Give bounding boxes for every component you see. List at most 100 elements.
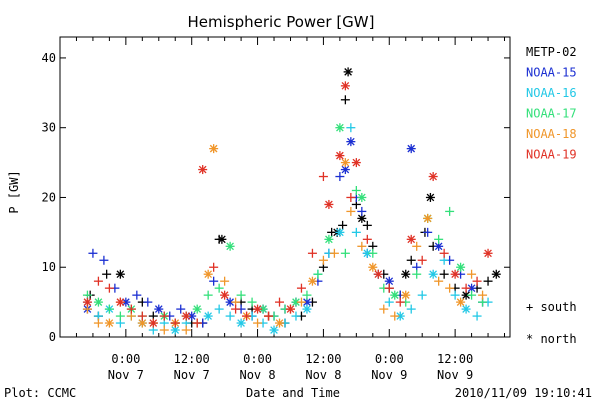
data-point xyxy=(126,304,136,314)
data-point xyxy=(302,304,312,314)
data-point xyxy=(102,269,112,279)
data-point xyxy=(324,234,334,244)
data-point xyxy=(461,283,471,293)
data-point xyxy=(340,158,350,168)
x-tick-date: Nov 8 xyxy=(305,368,341,382)
data-point xyxy=(362,220,372,230)
legend-entry: NOAA-15 xyxy=(526,66,577,80)
data-point xyxy=(93,297,103,307)
data-point xyxy=(379,304,389,314)
data-point xyxy=(346,137,356,147)
x-tick-time: 12:00 xyxy=(437,352,473,366)
data-point xyxy=(335,123,345,133)
data-point xyxy=(384,283,394,293)
data-point xyxy=(170,318,180,328)
legend-entry: NOAA-18 xyxy=(526,127,577,141)
data-point xyxy=(318,255,328,265)
data-point xyxy=(217,234,227,244)
x-tick-date: Nov 8 xyxy=(239,368,275,382)
data-point xyxy=(412,241,422,251)
data-point xyxy=(439,269,449,279)
data-point xyxy=(247,297,257,307)
data-point xyxy=(335,227,345,237)
legend-entry: NOAA-19 xyxy=(526,148,577,162)
legend-entry: METP-02 xyxy=(526,45,577,59)
data-point xyxy=(209,144,219,154)
legend-entry: NOAA-16 xyxy=(526,86,577,100)
y-tick-label: 30 xyxy=(42,121,56,135)
data-point xyxy=(291,297,301,307)
data-point xyxy=(357,192,367,202)
data-point xyxy=(181,325,191,335)
data-point xyxy=(346,192,356,202)
data-point xyxy=(373,269,383,279)
data-point xyxy=(445,283,455,293)
data-point xyxy=(93,318,103,328)
legend-entry: NOAA-17 xyxy=(526,107,577,121)
data-point xyxy=(225,241,235,251)
data-point xyxy=(203,311,213,321)
data-point xyxy=(428,269,438,279)
data-point xyxy=(340,81,350,91)
data-point xyxy=(159,325,169,335)
data-point xyxy=(478,290,488,300)
data-point xyxy=(253,304,263,314)
data-point xyxy=(357,241,367,251)
data-point xyxy=(406,255,416,265)
y-tick-label: 40 xyxy=(42,51,56,65)
data-point xyxy=(384,276,394,286)
data-point xyxy=(93,276,103,286)
data-point xyxy=(104,304,114,314)
data-point xyxy=(203,290,213,300)
data-point xyxy=(209,276,219,286)
data-point xyxy=(104,318,114,328)
marker-legend-entry: + south xyxy=(526,300,577,314)
y-tick-label: 10 xyxy=(42,260,56,274)
data-point xyxy=(313,269,323,279)
data-point xyxy=(115,297,125,307)
x-axis: 0:00 Nov 7 12:00 Nov 7 0:00 Nov 8 12:00 Nov 8 0:… xyxy=(75,37,506,382)
data-point xyxy=(159,311,169,321)
timestamp: 2010/11/09 19:10:41 xyxy=(455,386,592,400)
data-point xyxy=(220,290,230,300)
x-tick-time: 12:00 xyxy=(305,352,341,366)
chart-title: Hemispheric Power [GW] xyxy=(188,13,375,31)
data-point xyxy=(137,311,147,321)
data-point xyxy=(384,297,394,307)
data-point xyxy=(236,318,246,328)
data-point xyxy=(472,311,482,321)
data-point xyxy=(296,297,306,307)
data-point xyxy=(467,269,477,279)
data-point xyxy=(291,311,301,321)
data-point xyxy=(209,262,219,272)
data-point xyxy=(154,304,164,314)
data-point xyxy=(275,318,285,328)
data-point xyxy=(225,311,235,321)
data-point xyxy=(368,248,378,258)
data-point xyxy=(340,95,350,105)
data-point xyxy=(362,234,372,244)
x-tick-date: Nov 9 xyxy=(437,368,473,382)
marker-legend: + south * north xyxy=(526,300,577,346)
data-point xyxy=(491,269,501,279)
data-points xyxy=(82,67,501,335)
data-point xyxy=(461,304,471,314)
x-tick-date: Nov 7 xyxy=(108,368,144,382)
data-point xyxy=(132,290,142,300)
data-point xyxy=(104,283,114,293)
data-point xyxy=(82,297,92,307)
data-point xyxy=(357,206,367,216)
data-point xyxy=(203,269,213,279)
data-point xyxy=(351,227,361,237)
data-point xyxy=(346,206,356,216)
data-point xyxy=(275,297,285,307)
data-point xyxy=(456,262,466,272)
data-point xyxy=(115,311,125,321)
data-point xyxy=(176,304,186,314)
data-point xyxy=(390,290,400,300)
data-point xyxy=(296,283,306,293)
data-point xyxy=(88,248,98,258)
data-point xyxy=(406,144,416,154)
data-point xyxy=(445,206,455,216)
